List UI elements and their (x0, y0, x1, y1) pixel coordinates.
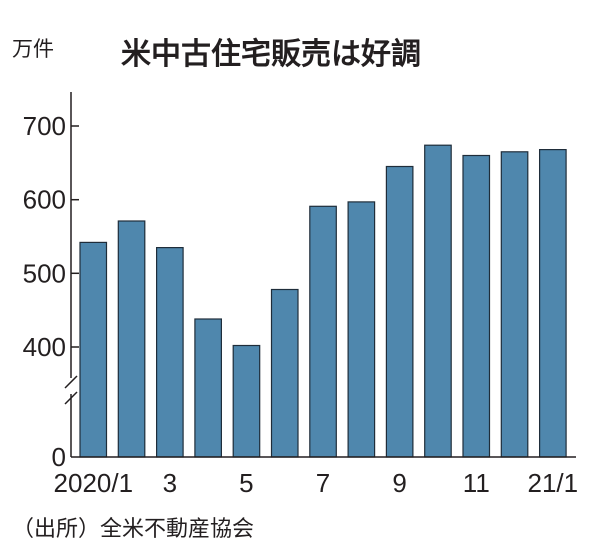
x-tick-label: 2020/1 (54, 468, 134, 498)
x-tick-label: 11 (463, 468, 490, 498)
bar-11 (462, 154, 491, 458)
y-tick-label: 700 (23, 111, 66, 141)
y-ticks-group: 0 400 500 600 700 (23, 111, 79, 472)
bar-3 (156, 247, 184, 458)
x-tick-label: 21/1 (527, 468, 578, 498)
x-tick-label: 3 (163, 468, 177, 498)
y-axis (64, 92, 78, 457)
source-note: （出所）全米不動産協会 (12, 517, 254, 542)
bar-6 (270, 288, 299, 458)
bar-10 (424, 144, 452, 458)
bar-5 (232, 344, 261, 458)
chart-title: 米中古住宅販売は好調 (121, 37, 421, 72)
x-tick-label: 9 (392, 468, 406, 498)
y-tick-label: 600 (23, 185, 66, 215)
y-tick-label: 500 (23, 258, 66, 288)
bar-8 (347, 201, 376, 458)
x-ticks-group: 2020/1 3 5 7 9 11 21/1 (54, 468, 579, 498)
bar-9 (385, 165, 414, 458)
x-tick-label: 5 (239, 468, 253, 498)
y-tick-label: 0 (52, 442, 66, 472)
bar-2 (117, 220, 146, 458)
bar-21/1 (538, 149, 567, 458)
bar-4 (194, 318, 222, 458)
y-axis-unit-label: 万件 (12, 37, 54, 61)
bar-12 (500, 151, 529, 458)
bar-7 (309, 205, 337, 458)
bars-group (79, 144, 567, 458)
y-tick-label: 400 (23, 332, 66, 362)
bar-2020/1 (79, 241, 108, 458)
x-tick-label: 7 (316, 468, 330, 498)
